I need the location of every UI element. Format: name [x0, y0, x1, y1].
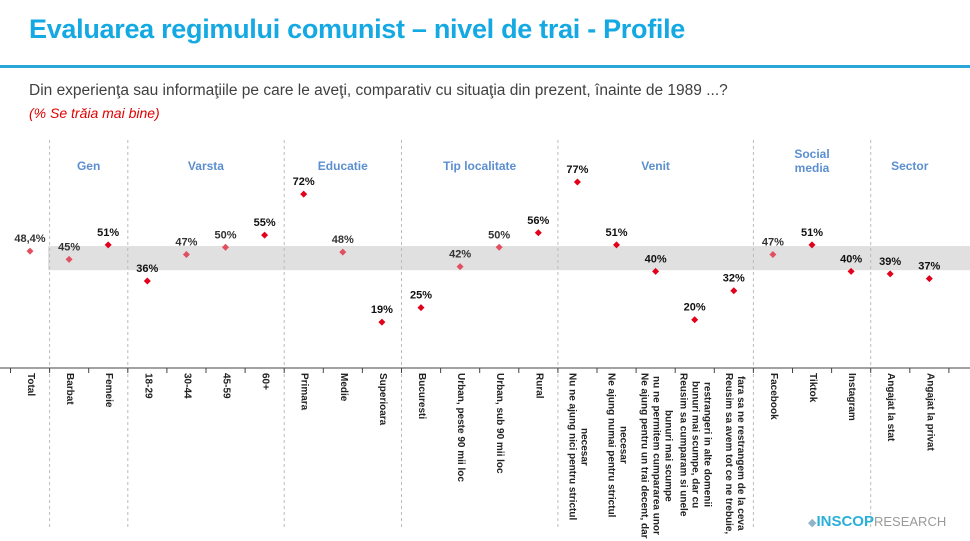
category-label: Tiktok: [807, 373, 818, 403]
data-label: 47%: [762, 236, 784, 248]
data-point: [613, 241, 620, 249]
inscop-logo: ◆INSCOPRESEARCH: [808, 513, 947, 530]
category-label: Total: [25, 373, 36, 397]
data-label: 45%: [58, 241, 80, 253]
data-point: [534, 229, 542, 237]
category-label: Femeie: [103, 373, 115, 408]
data-point: [886, 270, 894, 278]
data-point: [652, 267, 660, 275]
group-label: Venit: [641, 159, 670, 173]
data-label: 55%: [254, 217, 276, 229]
data-point: [26, 247, 34, 255]
group-label: Tip localitate: [443, 159, 516, 173]
data-point: [182, 250, 190, 258]
data-point: [222, 243, 229, 251]
data-label: 39%: [879, 256, 901, 268]
data-point: [847, 267, 855, 275]
data-label: 51%: [605, 227, 627, 239]
title-divider: [0, 65, 970, 68]
data-label: 51%: [801, 227, 823, 239]
category-label: Nu ne ajung nici pentru strictul necesar: [566, 373, 590, 521]
group-label: Varsta: [188, 159, 224, 173]
data-label: 20%: [684, 302, 706, 314]
data-point: [300, 190, 308, 198]
category-label: 60+: [259, 373, 271, 390]
group-label: Sector: [891, 159, 929, 173]
category-label: Urban, peste 90 mii loc: [455, 373, 467, 482]
category-label: Ne ajung pentru un trai decent, dar nu n…: [638, 373, 674, 539]
data-point: [456, 263, 464, 271]
data-label: 56%: [527, 215, 549, 227]
category-label: Barbat: [64, 373, 76, 405]
data-label: 50%: [214, 229, 236, 241]
data-point: [730, 287, 738, 295]
data-label: 32%: [723, 273, 745, 285]
question-text: Din experienţa sau informaţiile pe care …: [29, 82, 728, 99]
data-point: [378, 318, 386, 326]
data-point: [65, 255, 73, 263]
category-label: Urban, sub 90 mii loc: [494, 373, 506, 474]
data-label: 47%: [175, 236, 197, 248]
category-label: Facebook: [767, 373, 779, 420]
data-point: [104, 241, 112, 249]
page-title: Evaluarea regimului comunist – nivel de …: [29, 14, 686, 44]
data-point: [143, 277, 151, 285]
data-point: [261, 231, 269, 239]
data-label: 19%: [371, 304, 393, 316]
data-point: [691, 316, 699, 324]
data-point: [573, 178, 581, 186]
category-label: Bucuresti: [416, 373, 427, 420]
data-label: 72%: [293, 176, 315, 188]
category-label: Reusim sa cumparam si unele bunuri mai s…: [677, 373, 713, 517]
data-point: [808, 241, 816, 249]
category-label: Primara: [298, 373, 310, 411]
data-point: [495, 243, 503, 251]
category-label: Reusim sa avem tot ce ne trebuie, fara s…: [722, 373, 746, 535]
group-label: Gen: [77, 159, 100, 173]
category-label: Angajat la stat: [885, 373, 897, 442]
data-point: [769, 250, 777, 258]
data-label: 50%: [488, 229, 510, 241]
data-label: 36%: [136, 263, 158, 275]
data-point: [417, 304, 425, 312]
data-label: 48%: [332, 234, 354, 246]
category-label: Instagram: [846, 373, 858, 421]
data-point: [339, 248, 347, 256]
data-label: 51%: [97, 227, 119, 239]
data-label: 40%: [645, 253, 667, 265]
data-label: 48,4%: [14, 233, 45, 245]
data-label: 77%: [566, 164, 588, 176]
data-label: 37%: [918, 261, 940, 273]
data-label: 42%: [449, 249, 471, 261]
group-label: Educatie: [318, 159, 368, 173]
data-point: [925, 275, 933, 283]
category-label: 18-29: [142, 373, 154, 399]
category-label: Medie: [337, 373, 349, 402]
data-label: 40%: [840, 253, 862, 265]
category-label: Superioara: [376, 373, 388, 426]
category-label: Angajat la privat: [924, 373, 936, 451]
average-band: [48, 246, 970, 271]
category-label: 45-59: [220, 373, 232, 399]
category-label: Rural: [533, 373, 545, 399]
group-label: Social media: [794, 147, 829, 175]
category-label: Ne ajung numai pentru strictul necesar: [605, 373, 629, 518]
data-label: 25%: [410, 290, 432, 302]
category-label: 30-44: [181, 373, 193, 399]
subtitle: (% Se trăia mai bine): [29, 105, 160, 121]
